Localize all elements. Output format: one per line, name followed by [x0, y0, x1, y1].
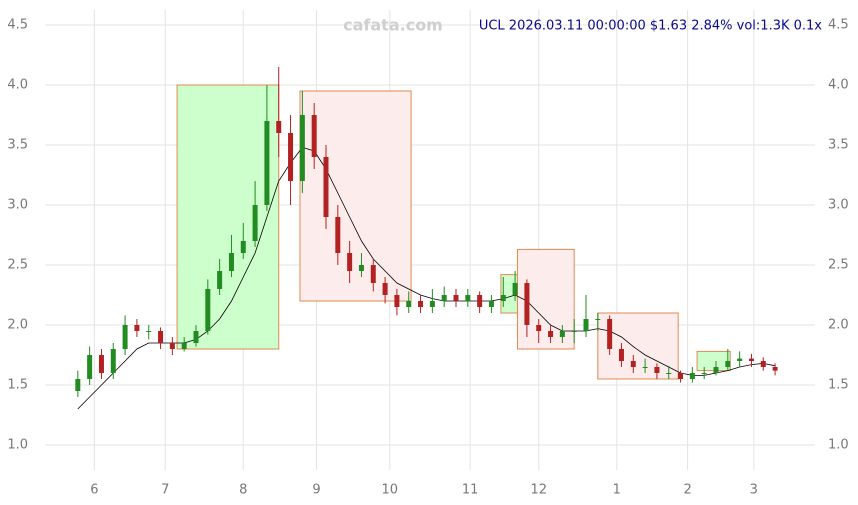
candle-body — [264, 121, 270, 205]
zone-box — [176, 84, 280, 350]
watermark: cafata.com — [343, 16, 443, 35]
chart-title: UCL 2026.03.11 00:00:00 $1.63 2.84% vol:… — [479, 19, 822, 34]
y2-tick-label: 1.0 — [828, 438, 849, 453]
candle-body — [134, 325, 140, 331]
y-tick-label: 1.0 — [7, 438, 28, 453]
x-tick-label: 3 — [750, 483, 758, 498]
candle-body — [394, 295, 400, 307]
candle-body — [240, 241, 246, 253]
candle-body — [630, 361, 636, 367]
labels: 1.0 1.0 1.5 1.5 2.0 2.0 2.5 2.5 3.0 3.0 3.5 3.5 4.0 4… — [7, 18, 848, 498]
candle-body — [276, 121, 282, 133]
candle-body — [678, 373, 684, 379]
zone-box — [299, 90, 412, 302]
candle-body — [358, 265, 364, 271]
candle-body — [465, 295, 471, 301]
y-tick-label: 2.0 — [7, 318, 28, 333]
candle-body — [429, 301, 435, 307]
y2-tick-label: 4.0 — [828, 78, 849, 93]
candle-body — [607, 319, 613, 349]
candle-body — [559, 331, 565, 337]
candle-body — [500, 295, 506, 301]
candle-body — [87, 355, 93, 379]
x-tick-label: 11 — [462, 483, 479, 498]
candle-body — [441, 295, 447, 301]
candle-body — [571, 331, 577, 332]
y-tick-label: 3.0 — [7, 198, 28, 213]
candle-body — [536, 325, 542, 331]
candles — [75, 67, 778, 397]
x-tick-label: 1 — [613, 483, 621, 498]
candle-body — [760, 361, 766, 367]
candle-body — [548, 331, 554, 337]
candle-body — [453, 295, 459, 301]
candle-body — [512, 283, 518, 295]
x-tick-label: 9 — [312, 483, 320, 498]
candle-body — [98, 355, 104, 373]
y-tick-label: 2.5 — [7, 258, 28, 273]
candle-body — [406, 301, 412, 307]
candle-body — [311, 115, 317, 157]
candle-body — [772, 367, 778, 371]
candle-body — [347, 253, 353, 271]
candle-body — [370, 265, 376, 283]
x-tick-label: 6 — [90, 483, 98, 498]
y2-tick-label: 3.0 — [828, 198, 849, 213]
candle-body — [666, 373, 672, 374]
candle-body — [595, 319, 601, 320]
candle-body — [110, 349, 116, 373]
candle-body — [477, 295, 483, 307]
y2-tick-label: 4.5 — [828, 18, 849, 33]
candle-body — [335, 217, 341, 253]
candle-body — [146, 331, 152, 332]
candle-body — [713, 367, 719, 373]
candle-body — [618, 349, 624, 361]
candle-body — [748, 358, 754, 361]
x-tick-label: 2 — [683, 483, 691, 498]
candle-body — [701, 373, 707, 374]
x-tick-label: 10 — [382, 483, 399, 498]
candle-body — [725, 361, 731, 367]
y2-tick-label: 1.5 — [828, 378, 849, 393]
candle-body — [217, 271, 223, 289]
candle-body — [122, 325, 128, 349]
candle-body — [488, 301, 494, 307]
x-tick-label: 8 — [239, 483, 247, 498]
y-tick-label: 1.5 — [7, 378, 28, 393]
candle-body — [524, 283, 530, 325]
candle-body — [252, 205, 258, 241]
y-tick-label: 4.5 — [7, 18, 28, 33]
x-tick-label: 12 — [530, 483, 547, 498]
y2-tick-label: 3.5 — [828, 138, 849, 153]
candle-body — [737, 358, 743, 361]
candle-body — [181, 343, 187, 349]
candle-body — [193, 331, 199, 343]
candle-body — [75, 379, 81, 391]
candle-body — [654, 367, 660, 373]
y-tick-label: 4.0 — [7, 78, 28, 93]
candle-body — [288, 133, 294, 181]
y2-tick-label: 2.0 — [828, 318, 849, 333]
candle-body — [299, 115, 305, 181]
x-tick-label: 7 — [161, 483, 169, 498]
candle-body — [418, 301, 424, 307]
y2-tick-label: 2.5 — [828, 258, 849, 273]
candle-body — [583, 319, 589, 331]
candle-body — [689, 373, 695, 379]
candle-body — [205, 289, 211, 331]
candle-body — [228, 253, 234, 271]
candle-body — [642, 367, 648, 368]
candle-body — [323, 157, 329, 217]
candle-body — [382, 283, 388, 295]
y-tick-label: 3.5 — [7, 138, 28, 153]
candle-body — [169, 343, 175, 349]
candle-body — [158, 331, 164, 343]
